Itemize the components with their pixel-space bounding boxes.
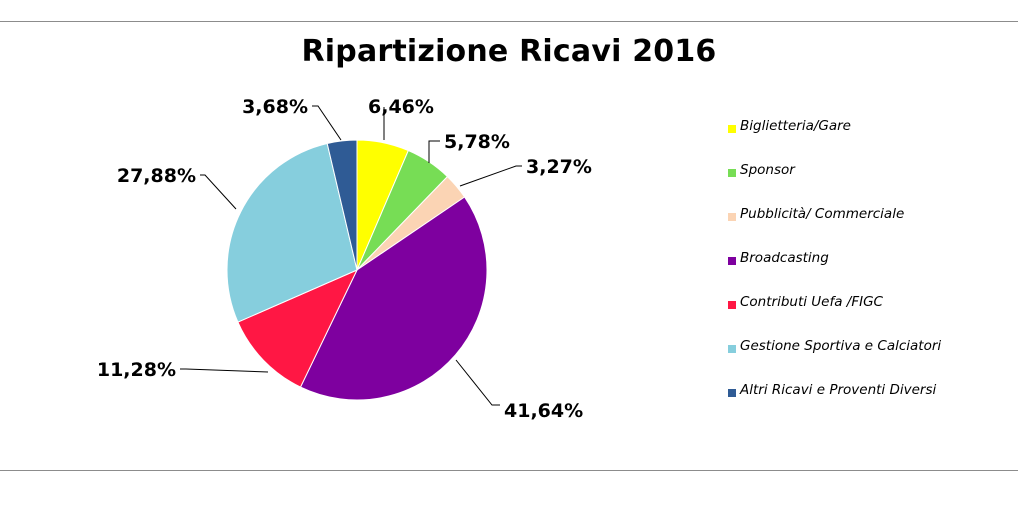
leader-line bbox=[459, 165, 522, 187]
legend-label: Altri Ricavi e Proventi Diversi bbox=[740, 382, 937, 398]
data-label: 5,78% bbox=[444, 131, 510, 153]
legend-item: Contributi Uefa /FIGC bbox=[718, 294, 1008, 338]
bottom-divider bbox=[0, 470, 1018, 471]
leader-line bbox=[180, 368, 269, 373]
data-label: 3,27% bbox=[526, 156, 592, 178]
data-label: 27,88% bbox=[117, 165, 196, 187]
chart-title: Ripartizione Ricavi 2016 bbox=[301, 34, 717, 69]
data-label: 11,28% bbox=[97, 359, 176, 381]
pie-slice-broadcasting bbox=[299, 196, 488, 401]
leader-line bbox=[312, 105, 342, 141]
legend-item: Gestione Sportiva e Calciatori bbox=[718, 338, 1008, 382]
legend-swatch bbox=[728, 345, 736, 353]
data-label: 6,46% bbox=[368, 96, 434, 118]
legend-swatch bbox=[728, 169, 736, 177]
legend-label: Pubblicità/ Commerciale bbox=[740, 206, 905, 222]
legend-swatch bbox=[728, 125, 736, 133]
pie-slice-altri-ricavi-e-proventi-diversi bbox=[326, 139, 358, 271]
legend-label: Sponsor bbox=[740, 162, 795, 178]
legend-item: Broadcasting bbox=[718, 250, 1008, 294]
pie-slice-contributi-uefa-figc bbox=[237, 269, 359, 388]
legend-label: Biglietteria/Gare bbox=[740, 118, 851, 134]
leader-line bbox=[200, 174, 237, 210]
legend-item: Pubblicità/ Commerciale bbox=[718, 206, 1008, 250]
data-label: 3,68% bbox=[242, 96, 308, 118]
legend-label: Gestione Sportiva e Calciatori bbox=[740, 338, 942, 354]
leader-line bbox=[428, 140, 440, 163]
top-divider bbox=[0, 21, 1018, 22]
legend-label: Contributi Uefa /FIGC bbox=[740, 294, 883, 310]
leader-line bbox=[455, 359, 500, 406]
legend-item: Sponsor bbox=[718, 162, 1008, 206]
legend-label: Broadcasting bbox=[740, 250, 829, 266]
legend-item: Altri Ricavi e Proventi Diversi bbox=[718, 382, 1008, 426]
legend-item: Biglietteria/Gare bbox=[718, 118, 1008, 162]
pie-slice-gestione-sportiva-e-calciatori bbox=[226, 142, 358, 323]
legend-swatch bbox=[728, 257, 736, 265]
legend-swatch bbox=[728, 301, 736, 309]
legend-swatch bbox=[728, 389, 736, 397]
legend-swatch bbox=[728, 213, 736, 221]
data-label: 41,64% bbox=[504, 400, 583, 422]
chart-legend: Biglietteria/Gare Sponsor Pubblicità/ Comm… bbox=[718, 118, 1008, 426]
